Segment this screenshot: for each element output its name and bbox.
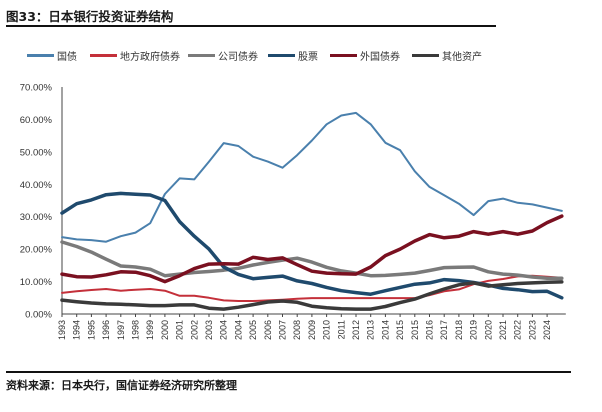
x-tick-label: 2015 xyxy=(410,320,420,340)
x-tick-label: 1996 xyxy=(101,320,111,340)
x-tick-label: 2007 xyxy=(278,320,288,340)
x-tick-label: 2008 xyxy=(292,320,302,340)
x-tick-label: 2002 xyxy=(189,320,199,340)
legend-item: 地方政府债券 xyxy=(90,48,180,63)
legend-label: 地方政府债券 xyxy=(120,52,180,63)
x-tick-label: 1994 xyxy=(72,320,82,340)
x-tick-label: 1995 xyxy=(86,320,96,340)
series-line-3 xyxy=(60,240,564,281)
legend-swatch xyxy=(27,54,54,57)
legend: 国债 地方政府债券 公司债券 股票 外国债券 其他资产 xyxy=(0,48,602,64)
legend-swatch xyxy=(412,54,439,57)
x-tick-label: 2011 xyxy=(336,320,346,339)
x-tick-label: 1999 xyxy=(145,320,155,340)
legend-item: 国债 xyxy=(27,48,77,63)
legend-swatch xyxy=(268,54,295,57)
x-tick-label: 2021 xyxy=(498,320,508,340)
legend-item: 外国债券 xyxy=(330,48,400,63)
legend-label: 股票 xyxy=(298,52,318,63)
x-tick-label: 2009 xyxy=(307,320,317,340)
x-tick-label: 2004 xyxy=(233,320,243,340)
x-tick-label: 2005 xyxy=(248,320,258,340)
chart-title: 图33：日本银行投资证券结构 xyxy=(6,9,174,24)
x-tick-label: 2018 xyxy=(454,320,464,340)
legend-swatch xyxy=(330,54,357,57)
y-tick-label: 40.00% xyxy=(20,180,53,191)
x-tick-label: 2016 xyxy=(425,320,435,340)
y-tick-label: 50.00% xyxy=(20,147,53,158)
source-note: 资料来源：日本央行，国信证券经济研究所整理 xyxy=(6,379,237,392)
x-tick-label: 2022 xyxy=(513,320,523,340)
legend-label: 公司债券 xyxy=(218,52,258,63)
series-line-2 xyxy=(61,274,563,302)
x-tick-label: 2006 xyxy=(263,320,273,340)
source-divider xyxy=(6,371,571,373)
x-tick-label: 2017 xyxy=(439,320,449,340)
y-tick-label: 10.00% xyxy=(20,277,53,288)
legend-item: 其他资产 xyxy=(412,48,482,63)
legend-label: 其他资产 xyxy=(442,52,482,63)
y-tick-label: 0.00% xyxy=(25,310,52,321)
y-tick-label: 60.00% xyxy=(20,115,53,126)
x-tick-label: 2004 xyxy=(219,320,229,340)
y-tick-label: 70.00% xyxy=(20,83,53,94)
series-line-1 xyxy=(61,111,563,243)
legend-swatch xyxy=(188,54,215,57)
x-tick-label: 2019 xyxy=(469,320,479,340)
x-tick-label: 2020 xyxy=(483,320,493,340)
x-tick-label: 2010 xyxy=(322,320,332,340)
x-tick-label: 2012 xyxy=(351,320,361,340)
x-tick-label: 2014 xyxy=(380,320,390,340)
series-line-5 xyxy=(60,214,564,284)
x-tick-label: 2003 xyxy=(204,320,214,340)
title-divider xyxy=(6,25,496,27)
series-line-6 xyxy=(60,280,564,311)
x-tick-label: 1998 xyxy=(131,320,141,340)
legend-label: 国债 xyxy=(57,52,77,63)
x-tick-label: 2000 xyxy=(160,320,170,340)
x-tick-label: 2015 xyxy=(395,320,405,340)
y-tick-label: 20.00% xyxy=(20,245,53,256)
x-tick-label: 2024 xyxy=(542,320,552,340)
legend-swatch xyxy=(90,54,117,57)
x-tick-label: 2001 xyxy=(175,320,185,340)
y-tick-label: 30.00% xyxy=(20,212,53,223)
x-tick-label: 1993 xyxy=(57,320,67,340)
legend-item: 公司债券 xyxy=(188,48,258,63)
legend-item: 股票 xyxy=(268,48,318,63)
legend-label: 外国债券 xyxy=(360,52,400,63)
x-tick-label: 1997 xyxy=(116,320,126,340)
x-tick-label: 2013 xyxy=(366,320,376,340)
x-tick-label: 2023 xyxy=(527,320,537,340)
